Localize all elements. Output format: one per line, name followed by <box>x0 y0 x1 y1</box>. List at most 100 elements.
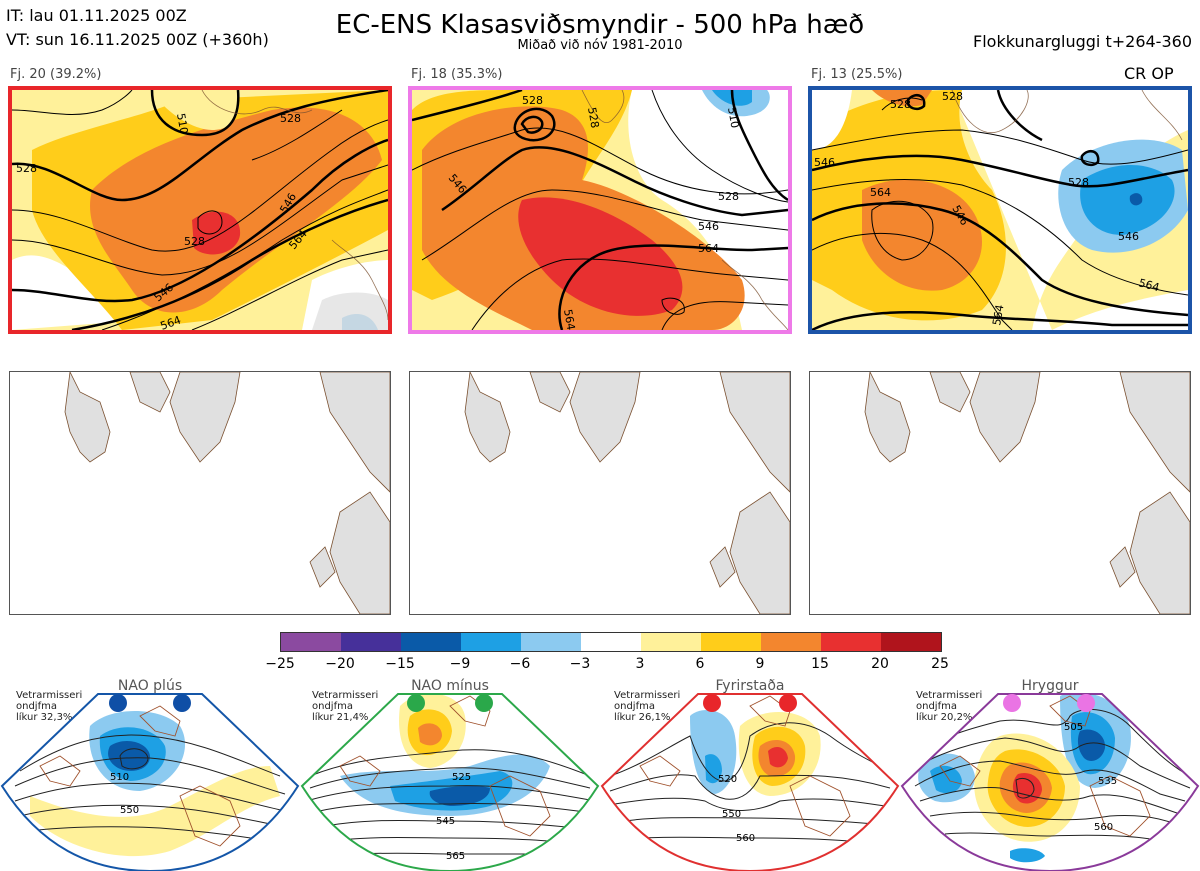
regime-dot <box>407 694 425 712</box>
regime-ridge: Vetrarmisseri ondjfma líkur 20,2% Hryggu… <box>900 676 1200 871</box>
regime-note-line: Vetrarmisseri <box>916 690 983 701</box>
regime-nao-plus: Vetrarmisseri ondjfma líkur 32,3% NAO pl… <box>0 676 300 871</box>
regime-note-line: Vetrarmisseri <box>16 690 83 701</box>
regime-dot <box>1003 694 1021 712</box>
contour-label: 564 <box>990 304 1006 327</box>
coastline-svg <box>64 372 390 614</box>
init-time: IT: lau 01.11.2025 00Z <box>6 6 187 25</box>
regime-map-svg: 505 535 560 <box>900 693 1200 871</box>
contour-label: 560 <box>736 833 755 844</box>
empty-map-2 <box>409 371 791 615</box>
contour-label: 528 <box>890 98 911 111</box>
regime-map-svg: 520 550 560 <box>600 693 900 871</box>
contour-label: 565 <box>446 851 465 862</box>
contour-label: 535 <box>1098 776 1117 787</box>
regime-note-line: líkur 32,3% <box>16 712 73 723</box>
cluster-2-map: 528 528 510 546 528 546 564 564 <box>408 86 792 334</box>
regime-dot <box>1077 694 1095 712</box>
cluster-1-anomaly-svg: 510 528 528 528 546 546 564 564 <box>12 90 388 330</box>
colorbar-swatch <box>761 633 821 651</box>
colorbar-swatch <box>581 633 641 651</box>
regime-note-line: ondjfma <box>312 701 353 712</box>
regime-note-line: líkur 26,1% <box>614 712 671 723</box>
regime-title: Hryggur <box>1021 678 1079 694</box>
regime-nao-minus: Vetrarmisseri ondjfma líkur 21,4% NAO mí… <box>300 676 600 871</box>
regime-blocking: Vetrarmisseri ondjfma líkur 26,1% Fyrirs… <box>600 676 900 871</box>
cluster-3-map: 528 528 546 564 546 528 546 564 564 <box>808 86 1192 334</box>
colorbar-tick: 6 <box>695 656 705 672</box>
coastline-svg <box>864 372 1190 614</box>
colorbar-tick: −25 <box>265 656 295 672</box>
regime-note-line: ondjfma <box>916 701 957 712</box>
regime-dot <box>703 694 721 712</box>
contour-label: 528 <box>942 90 963 103</box>
contour-label: 528 <box>585 106 601 129</box>
contour-label: 510 <box>725 106 741 129</box>
contour-label: 560 <box>1094 822 1113 833</box>
colorbar-swatch <box>701 633 761 651</box>
colorbar <box>280 632 942 652</box>
contour-label: 546 <box>1118 230 1139 243</box>
regime-title: NAO mínus <box>411 678 489 694</box>
classification-window: Flokkunargluggi t+264-360 <box>973 32 1192 51</box>
regime-note-line: líkur 21,4% <box>312 712 369 723</box>
contour-label: 510 <box>110 772 129 783</box>
contour-label: 528 <box>280 112 301 125</box>
contour-label: 525 <box>452 772 471 783</box>
contour-label: 546 <box>814 156 835 169</box>
contour-label: 564 <box>698 242 719 255</box>
colorbar-tick: 15 <box>811 656 829 672</box>
regime-note-line: Vetrarmisseri <box>312 690 379 701</box>
regime-map-svg: 525 545 565 <box>300 693 600 871</box>
regime-note-line: Vetrarmisseri <box>614 690 681 701</box>
regime-note-line: ondjfma <box>16 701 57 712</box>
contour-label: 546 <box>698 220 719 233</box>
cluster-3-label: Fj. 13 (25.5%) <box>811 67 903 82</box>
contour-label: 550 <box>722 809 741 820</box>
contour-label: 528 <box>1068 176 1089 189</box>
regime-map-svg: 510 550 <box>0 693 300 871</box>
regime-dot <box>779 694 797 712</box>
colorbar-tick: 9 <box>755 656 765 672</box>
cr-op-label: CR OP <box>1124 64 1174 83</box>
empty-map-3 <box>809 371 1191 615</box>
colorbar-tick: 25 <box>931 656 949 672</box>
colorbar-tick: −9 <box>449 656 471 672</box>
colorbar-tick: −20 <box>325 656 355 672</box>
contour-label: 528 <box>718 190 739 203</box>
contour-label: 505 <box>1064 722 1083 733</box>
regime-title: Fyrirstaða <box>715 678 785 694</box>
regime-title: NAO plús <box>117 678 183 694</box>
contour-label: 550 <box>120 805 139 816</box>
colorbar-swatch <box>341 633 401 651</box>
page-title: EC-ENS Klasasviðsmyndir - 500 hPa hæð <box>335 10 865 40</box>
valid-time: VT: sun 16.11.2025 00Z (+360h) <box>6 30 269 49</box>
colorbar-tick: −15 <box>385 656 415 672</box>
colorbar-tick: 3 <box>635 656 645 672</box>
colorbar-tick: −6 <box>509 656 531 672</box>
colorbar-swatch <box>881 633 941 651</box>
colorbar-swatch <box>641 633 701 651</box>
regime-note-line: líkur 20,2% <box>916 712 973 723</box>
contour-label: 528 <box>184 235 205 248</box>
page-subtitle: Miðað við nóv 1981-2010 <box>517 38 683 53</box>
regime-dot <box>109 694 127 712</box>
cluster-1-label: Fj. 20 (39.2%) <box>10 67 102 82</box>
regime-dot <box>475 694 493 712</box>
cluster-2-anomaly-svg: 528 528 510 546 528 546 564 564 <box>412 90 788 330</box>
cluster-1-map: 510 528 528 528 546 546 564 564 <box>8 86 392 334</box>
contour-label: 564 <box>1137 276 1161 294</box>
contour-label: 564 <box>159 313 183 330</box>
contour-label: 528 <box>522 94 543 107</box>
contour-label: 564 <box>561 308 577 330</box>
colorbar-tick: 20 <box>871 656 889 672</box>
colorbar-tick: −3 <box>569 656 591 672</box>
colorbar-swatch <box>821 633 881 651</box>
cluster-3-anomaly-svg: 528 528 546 564 546 528 546 564 564 <box>812 90 1188 330</box>
contour-label: 520 <box>718 774 737 785</box>
contour-label: 510 <box>174 112 190 135</box>
contour-label: 545 <box>436 816 455 827</box>
colorbar-swatch <box>461 633 521 651</box>
colorbar-swatch <box>521 633 581 651</box>
contour-label: 528 <box>16 162 37 175</box>
